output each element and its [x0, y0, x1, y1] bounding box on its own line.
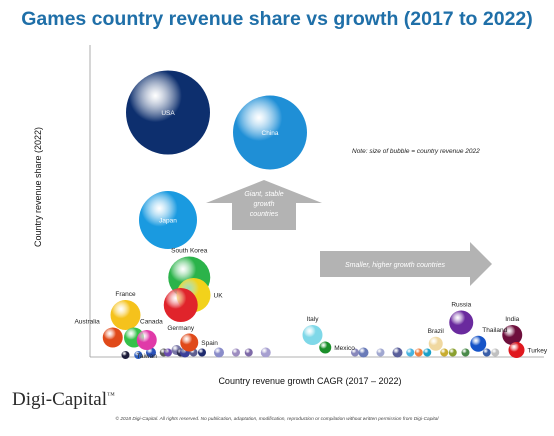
bubble-brazil [428, 336, 443, 351]
small-bubble-21 [423, 348, 432, 357]
small-bubble-22 [440, 348, 449, 357]
bubble-label-japan: Japan [159, 218, 177, 225]
bubble-label-australia: Australia [74, 319, 100, 326]
right-arrow-annotation: Smaller, higher growth countries [320, 242, 492, 286]
bubble-label-germany: Germany [167, 325, 194, 332]
small-bubble-13 [244, 348, 253, 357]
bubble-label-india: India [505, 316, 519, 323]
bubble-label-mexico: Mexico [334, 345, 355, 352]
small-bubble-26 [491, 348, 500, 357]
small-bubble-11 [214, 347, 224, 358]
small-bubble-20 [414, 348, 423, 357]
small-bubble-1 [121, 351, 130, 359]
trademark: ™ [106, 390, 115, 400]
bubble-turkey [508, 342, 525, 358]
bubbles-group [102, 70, 525, 358]
chart-title: Games country revenue share vs growth (2… [21, 8, 533, 30]
bubble-labels-group: USA China Japan South Korea UK Germany France A… [74, 110, 547, 360]
bubble-spain [180, 333, 199, 352]
bubble-china [233, 95, 307, 170]
bubble-label-turkey: Turkey [528, 348, 548, 355]
bubble-label-uk: UK [214, 293, 224, 300]
bubble-label-france: France [115, 291, 136, 298]
bubble-usa [126, 70, 210, 155]
bubble-india [502, 325, 523, 345]
small-bubble-23 [448, 348, 457, 357]
bubble-label-china: China [262, 130, 279, 137]
small-bubble-15 [351, 348, 359, 357]
up-arrow-text-3: countries [250, 211, 279, 218]
bubble-label-italy: Italy [307, 316, 320, 323]
small-bubble-10 [198, 348, 206, 357]
small-points-group [121, 345, 500, 359]
small-bubble-2 [134, 351, 143, 359]
bubble-japan [139, 191, 197, 249]
small-bubble-5 [164, 348, 172, 357]
up-arrow-annotation: Giant, stable growth countries [206, 180, 322, 230]
small-bubble-12 [232, 348, 240, 357]
bubble-taiwan [136, 330, 157, 350]
small-bubble-14 [260, 347, 271, 358]
up-arrow-text-2: growth [253, 201, 274, 208]
copyright-notice: © 2018 Digi-Capital. All rights reserved… [115, 417, 439, 422]
bubble-label-spain: Spain [201, 340, 218, 347]
bubble-label-russia: Russia [451, 302, 471, 309]
bubble-thailand [470, 335, 487, 352]
up-arrow-text-1: Giant, stable [244, 191, 283, 198]
x-axis-label: Country revenue growth CAGR (2017 – 2022… [218, 376, 402, 386]
bubble-russia [449, 310, 474, 335]
small-bubble-16 [358, 347, 369, 358]
bubble-label-thailand: Thailand [482, 327, 507, 334]
brand-logo: Digi-Capital™ [12, 389, 115, 411]
bubble-size-note: Note: size of bubble = country revenue 2… [352, 148, 480, 155]
bubble-mexico [319, 341, 332, 354]
bubble-label-brazil: Brazil [428, 328, 445, 335]
small-bubble-17 [376, 348, 385, 357]
brand-name: Digi-Capital [12, 389, 107, 410]
bubble-australia [102, 327, 123, 348]
bubble-italy [302, 325, 323, 345]
bubble-france [110, 300, 141, 330]
right-arrow-text: Smaller, higher growth countries [345, 262, 445, 269]
bubble-label-usa: USA [161, 110, 175, 117]
small-bubble-18 [392, 347, 403, 358]
bubble-germany [163, 288, 198, 322]
small-bubble-3 [146, 347, 156, 358]
small-bubble-24 [461, 348, 470, 357]
bubble-label-south-korea: South Korea [171, 248, 208, 255]
bubble-label-taiwan: Taiwan [137, 353, 158, 360]
small-bubble-25 [482, 348, 491, 357]
bubble-label-canada: Canada [140, 319, 163, 326]
small-bubble-19 [406, 348, 415, 357]
